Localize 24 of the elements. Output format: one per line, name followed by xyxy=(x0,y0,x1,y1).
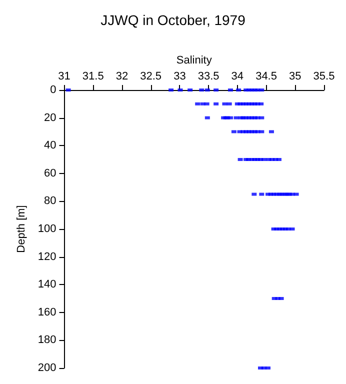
x-tick-label: 31 xyxy=(58,70,70,82)
y-tick-label: 60 xyxy=(44,167,56,180)
x-tick-label: 32.5 xyxy=(140,70,162,82)
y-tick-label: 160 xyxy=(38,306,56,318)
y-tick-label: 200 xyxy=(38,362,56,374)
y-tick-label: 120 xyxy=(38,250,56,263)
y-tick-label: 140 xyxy=(38,278,56,291)
x-tick-label: 32 xyxy=(116,70,128,82)
y-axis-title: Depth [m] xyxy=(16,205,28,253)
x-tick-label: 35 xyxy=(289,70,302,82)
y-tick-label: 0 xyxy=(50,84,56,96)
x-tick-label: 34.5 xyxy=(256,70,277,82)
y-tick-label: 180 xyxy=(38,334,56,346)
x-tick-label: 33.5 xyxy=(198,70,220,82)
y-tick-label: 20 xyxy=(44,112,56,124)
x-tick-label: 33 xyxy=(174,70,186,82)
x-axis-title: Salinity xyxy=(176,54,212,66)
x-tick-label: 34 xyxy=(231,70,244,82)
y-tick-label: 80 xyxy=(44,195,56,208)
chart-title: JJWQ in October, 1979 xyxy=(100,12,246,28)
x-tick-label: 35.5 xyxy=(313,70,335,82)
y-tick-label: 40 xyxy=(44,140,56,152)
x-tick-label: 31.5 xyxy=(82,70,104,82)
y-tick-label: 100 xyxy=(38,223,56,235)
